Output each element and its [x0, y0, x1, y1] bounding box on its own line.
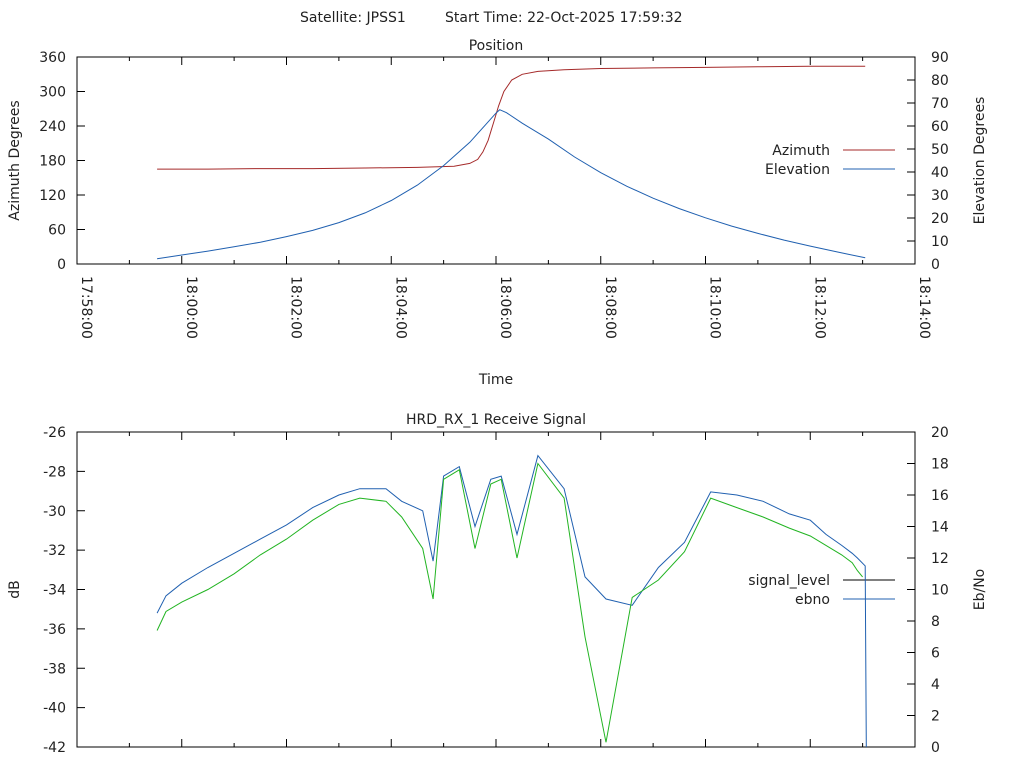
y2-tick-label: 8	[931, 614, 940, 630]
y2-tick-label: 80	[931, 73, 949, 89]
y2-tick-label: 30	[931, 188, 949, 204]
chart-title: Position	[469, 38, 524, 54]
y-tick-label: 180	[39, 154, 66, 170]
chart-title: HRD_RX_1 Receive Signal	[406, 412, 586, 428]
y2-tick-label: 16	[931, 488, 949, 504]
y-tick-label: -36	[43, 622, 66, 638]
y-axis-label: Azimuth Degrees	[7, 100, 23, 220]
x-tick-label: 18:12:00	[811, 276, 827, 339]
y-tick-label: 360	[39, 50, 66, 66]
y2-axis-label: Elevation Degrees	[972, 97, 988, 225]
y2-tick-label: 6	[931, 646, 940, 662]
y-axis-label: dB	[7, 580, 23, 599]
y-tick-label: 300	[39, 85, 66, 101]
y-tick-label: 0	[57, 257, 66, 273]
x-tick-label: 18:02:00	[288, 276, 304, 339]
x-tick-label: 18:14:00	[916, 276, 932, 339]
legend-label: Elevation	[765, 162, 830, 178]
y2-tick-label: 4	[931, 677, 940, 693]
y2-tick-label: 14	[931, 520, 949, 536]
y-tick-label: -30	[43, 504, 66, 520]
y2-tick-label: 0	[931, 257, 940, 273]
y2-tick-label: 60	[931, 119, 949, 135]
y-tick-label: -38	[43, 661, 66, 677]
legend-label: Azimuth	[772, 143, 830, 159]
x-tick-label: 17:58:00	[78, 276, 94, 339]
y-tick-label: -26	[43, 425, 66, 441]
y-tick-label: -40	[43, 701, 66, 717]
series-line	[157, 109, 866, 260]
y-tick-label: 120	[39, 188, 66, 204]
satellite-label: Satellite: JPSS1	[300, 10, 406, 26]
y2-axis-label: Eb/No	[972, 569, 988, 611]
y2-tick-label: 2	[931, 709, 940, 725]
y-tick-label: -34	[43, 583, 66, 599]
x-tick-label: 18:06:00	[497, 276, 513, 339]
y2-tick-label: 18	[931, 457, 949, 473]
y-tick-label: -42	[43, 740, 66, 756]
series-line	[156, 462, 863, 743]
series-line	[157, 65, 866, 170]
y2-tick-label: 12	[931, 551, 949, 567]
start-time-label: Start Time: 22-Oct-2025 17:59:32	[445, 10, 683, 26]
series-line	[156, 454, 867, 748]
y2-tick-label: 10	[931, 234, 949, 250]
x-tick-label: 18:08:00	[602, 276, 618, 339]
position-chart: Position 17:58:00 18:00:00 18:02:00 18:04:00…	[7, 38, 988, 388]
x-tick-label: 18:00:00	[183, 276, 199, 339]
y-tick-label: 240	[39, 119, 66, 135]
y2-tick-label: 0	[931, 740, 940, 756]
y-tick-label: -32	[43, 543, 66, 559]
y-tick-label: -28	[43, 464, 66, 480]
legend-label: signal_level	[748, 573, 830, 589]
y2-tick-label: 50	[931, 142, 949, 158]
plot-frame	[76, 56, 916, 265]
x-tick-label: 18:10:00	[707, 276, 723, 339]
y2-tick-label: 20	[931, 425, 949, 441]
plot-frame	[76, 431, 916, 748]
receive-signal-chart: HRD_RX_1 Receive Signal -42 -40 -38 -36 -34 -3…	[7, 412, 988, 756]
y-tick-label: 60	[48, 223, 66, 239]
y2-tick-label: 90	[931, 50, 949, 66]
x-axis-label: Time	[478, 372, 513, 388]
y2-tick-label: 40	[931, 165, 949, 181]
y2-tick-label: 70	[931, 96, 949, 112]
x-tick-label: 18:04:00	[392, 276, 408, 339]
legend-label: ebno	[795, 592, 830, 608]
y2-tick-label: 10	[931, 583, 949, 599]
y2-tick-label: 20	[931, 211, 949, 227]
